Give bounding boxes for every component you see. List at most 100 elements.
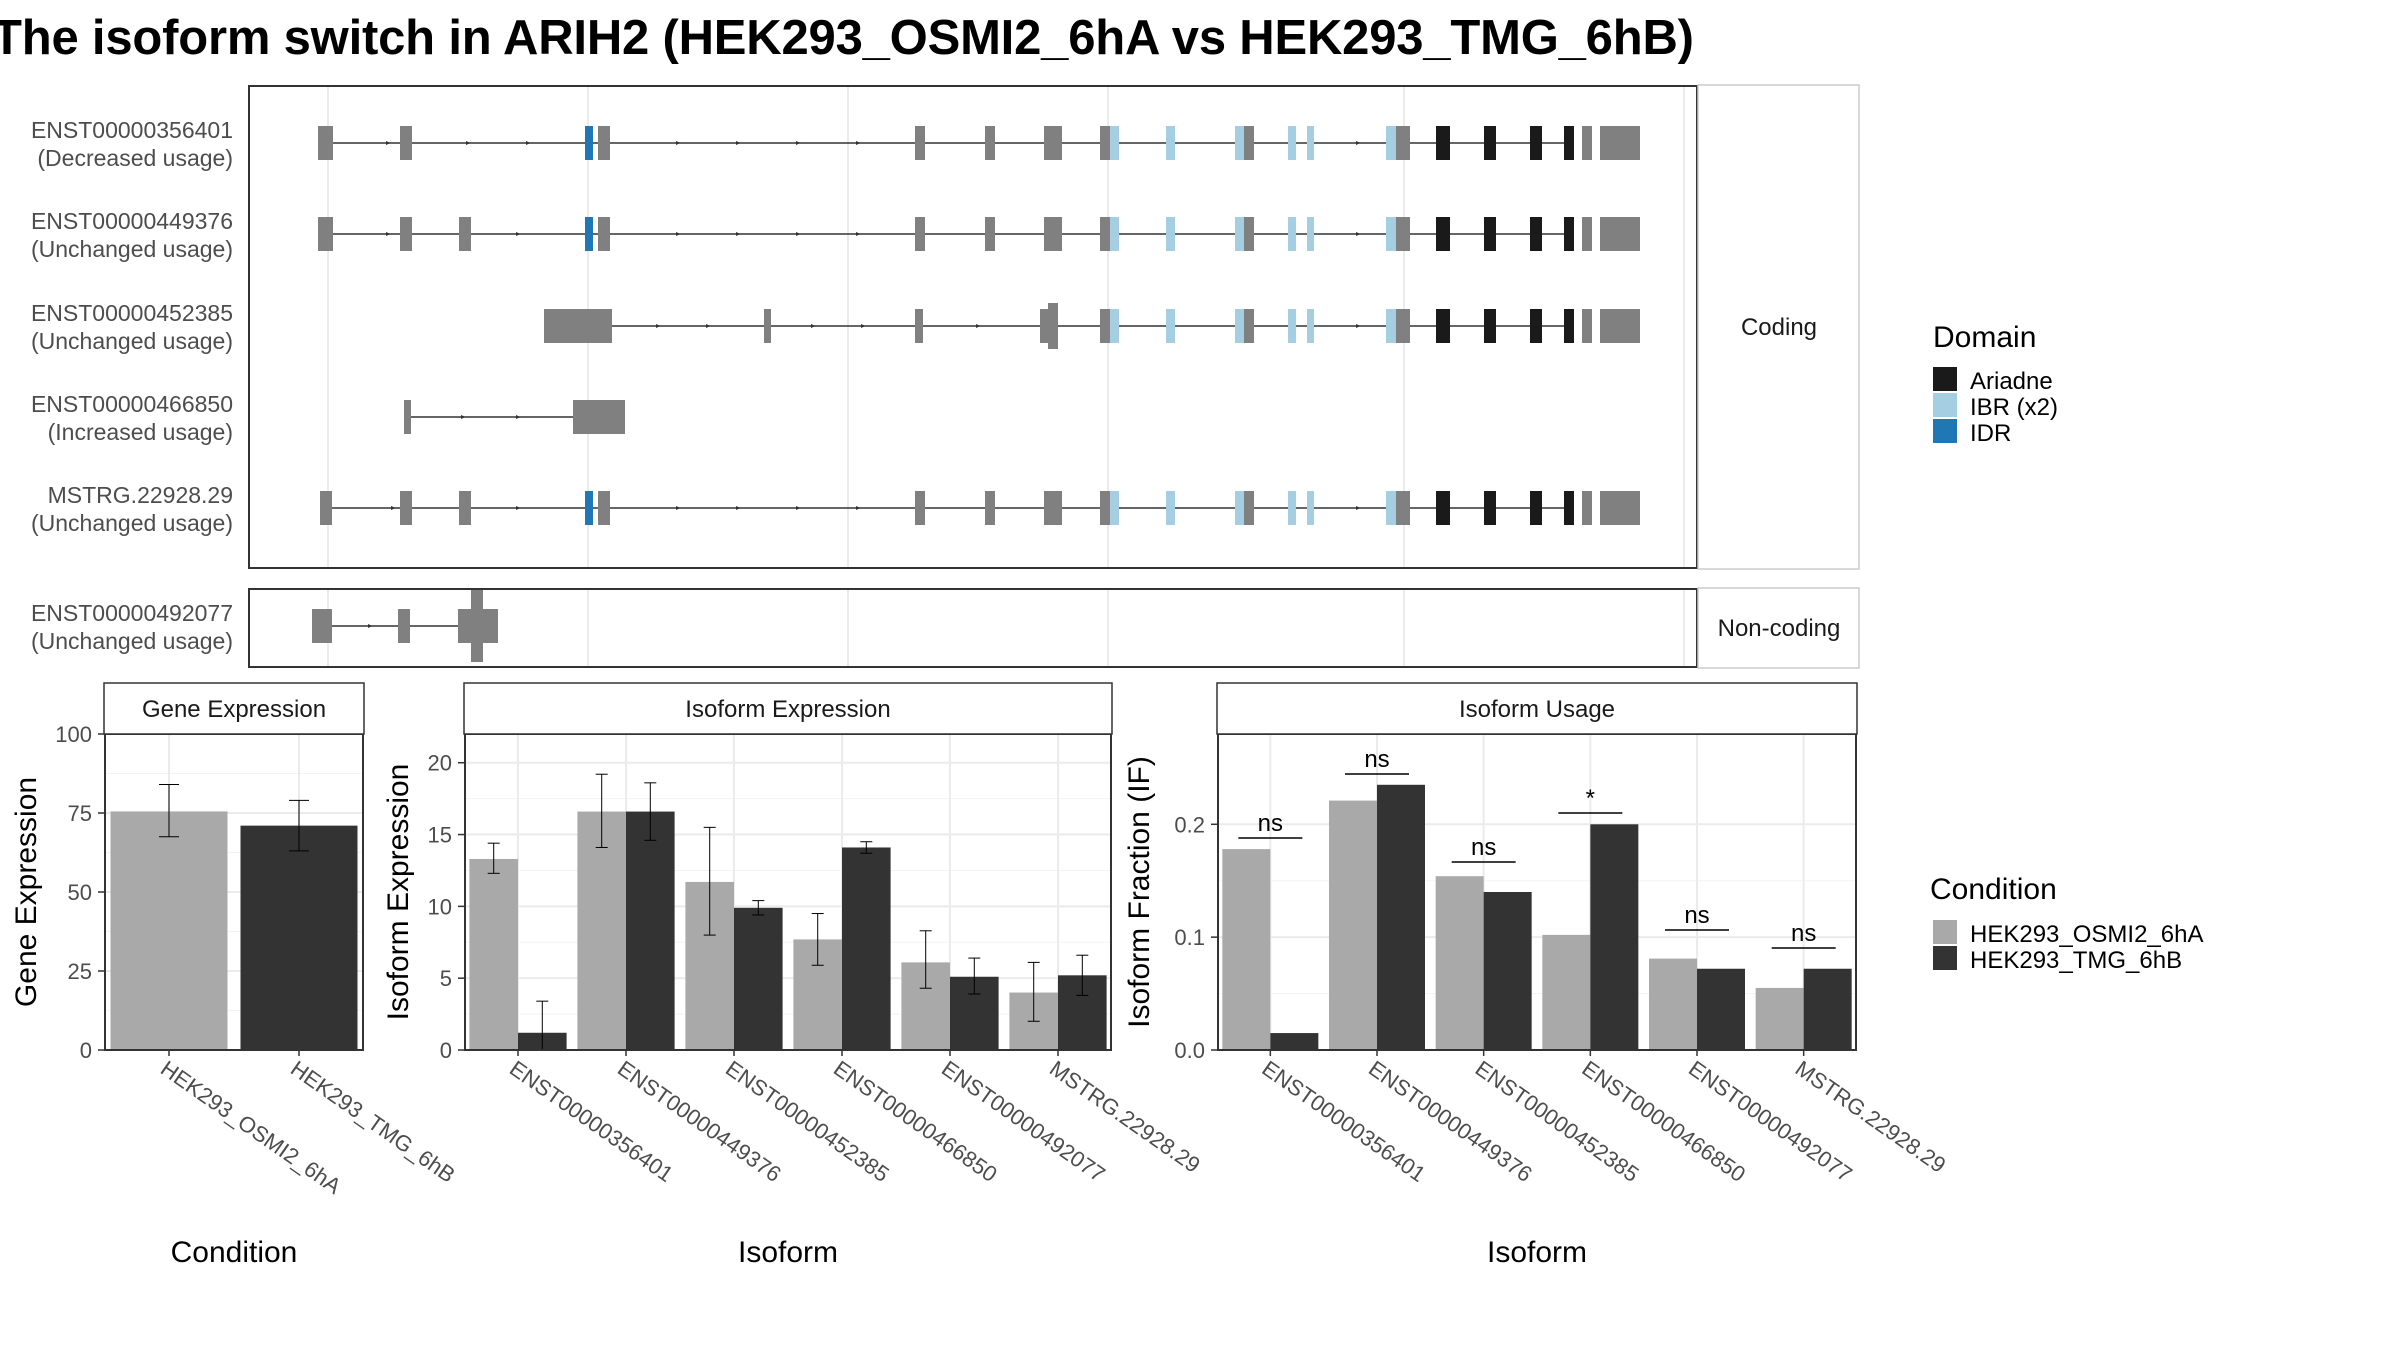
exon — [1235, 309, 1245, 343]
exon — [1100, 126, 1110, 160]
noncoding-strip-label: Non-coding — [1718, 615, 1841, 642]
exon — [1044, 491, 1062, 525]
exon — [1564, 309, 1574, 343]
exon — [1048, 303, 1058, 349]
significance-label: ns — [1258, 810, 1283, 837]
exon — [1110, 126, 1119, 160]
exon — [764, 309, 771, 343]
domain-legend-label: IDR — [1970, 420, 2011, 447]
transcript-id-label: ENST00000449376 — [31, 208, 233, 234]
exon — [1307, 217, 1314, 251]
x-axis-title: Isoform — [738, 1236, 838, 1269]
coding-panel: Coding — [248, 84, 1860, 570]
exon — [585, 126, 593, 160]
exon — [1436, 217, 1450, 251]
exon — [1110, 491, 1119, 525]
exon — [1386, 491, 1396, 525]
exon — [1484, 126, 1496, 160]
transcript-model-ENST00000356401 — [318, 126, 1640, 160]
y-tick-label: 5 — [440, 966, 452, 991]
exon — [1530, 126, 1542, 160]
exon — [1100, 309, 1110, 343]
coding-strip-label: Coding — [1741, 314, 1817, 341]
y-tick-label: 50 — [68, 880, 92, 905]
exon — [985, 126, 995, 160]
y-tick-label: 100 — [55, 722, 92, 747]
bar-HEK293_TMG_6hB — [1697, 968, 1745, 1050]
bar-HEK293_TMG_6hB — [1270, 1033, 1319, 1050]
exon — [573, 400, 625, 434]
transcript-usage-label: (Unchanged usage) — [31, 510, 233, 536]
exon — [915, 309, 923, 343]
y-tick-label: 10 — [428, 894, 452, 919]
exon — [1110, 309, 1119, 343]
y-tick-label: 15 — [428, 823, 452, 848]
exon — [1288, 126, 1296, 160]
exon — [1244, 217, 1254, 251]
exon — [1530, 309, 1542, 343]
exon — [1582, 491, 1592, 525]
exon — [400, 491, 412, 525]
transcript-usage-label: (Decreased usage) — [37, 145, 233, 171]
transcript-id-label: ENST00000492077 — [31, 600, 233, 626]
condition-legend-label: HEK293_OSMI2_6hA — [1970, 921, 2203, 948]
facet-strip — [1216, 682, 1858, 735]
transcript-model-ENST00000449376 — [318, 217, 1640, 251]
significance-label: ns — [1364, 746, 1389, 773]
exon — [1307, 126, 1314, 160]
transcript-model-MSTRG.22928.29 — [320, 491, 1640, 525]
exon — [1100, 217, 1110, 251]
bar-HEK293_OSMI2_6hA — [1755, 987, 1804, 1050]
significance-label: ns — [1684, 902, 1709, 929]
exon — [1530, 491, 1542, 525]
bar-HEK293_TMG_6hB — [1803, 968, 1852, 1050]
exon — [1530, 217, 1542, 251]
domain-legend-label: IBR (x2) — [1970, 394, 2058, 421]
y-tick-label: 0 — [440, 1038, 452, 1063]
exon — [915, 491, 925, 525]
exon — [1436, 126, 1450, 160]
condition-legend-title: Condition — [1930, 873, 2057, 906]
exon — [1044, 126, 1062, 160]
exon — [1100, 491, 1110, 525]
exon — [1582, 126, 1592, 160]
exon — [459, 217, 471, 251]
facet-strip — [103, 682, 365, 735]
figure-title: The isoform switch in ARIH2 (HEK293_OSMI… — [0, 11, 1694, 65]
bar-HEK293_OSMI2_6hA — [1649, 958, 1697, 1050]
bar-HEK293_OSMI2_6hA — [1435, 876, 1484, 1050]
exon — [1582, 217, 1592, 251]
bar-HEK293_TMG_6hB — [842, 847, 891, 1050]
transcript-model-ENST00000452385 — [544, 303, 1640, 349]
exon — [1600, 309, 1640, 343]
transcript-usage-label: (Unchanged usage) — [31, 236, 233, 262]
bar-HEK293_OSMI2_6hA — [1329, 800, 1377, 1050]
exon — [985, 491, 995, 525]
facet-strip — [463, 682, 1113, 735]
exon — [1166, 309, 1175, 343]
exon — [915, 126, 925, 160]
exon — [1600, 491, 1640, 525]
bar-HEK293_OSMI2_6hA — [577, 811, 626, 1050]
exon — [1244, 126, 1254, 160]
exon — [1386, 309, 1396, 343]
exon — [1166, 126, 1175, 160]
bar-HEK293_TMG_6hB — [1483, 892, 1532, 1050]
exon — [318, 217, 333, 251]
domain-legend-swatch — [1933, 367, 1957, 391]
exon — [1600, 217, 1640, 251]
y-tick-label: 0.2 — [1174, 812, 1205, 837]
exon — [1564, 126, 1574, 160]
bar-HEK293_OSMI2_6hA — [1542, 934, 1591, 1050]
exon — [1396, 491, 1410, 525]
y-tick-label: 0.1 — [1174, 925, 1205, 950]
transcript-id-label: ENST00000356401 — [31, 117, 233, 143]
exon — [915, 217, 925, 251]
exon — [598, 491, 610, 525]
exon — [1600, 126, 1640, 160]
exon — [1564, 491, 1574, 525]
exon — [1307, 491, 1314, 525]
plot-bg — [1217, 734, 1857, 1050]
